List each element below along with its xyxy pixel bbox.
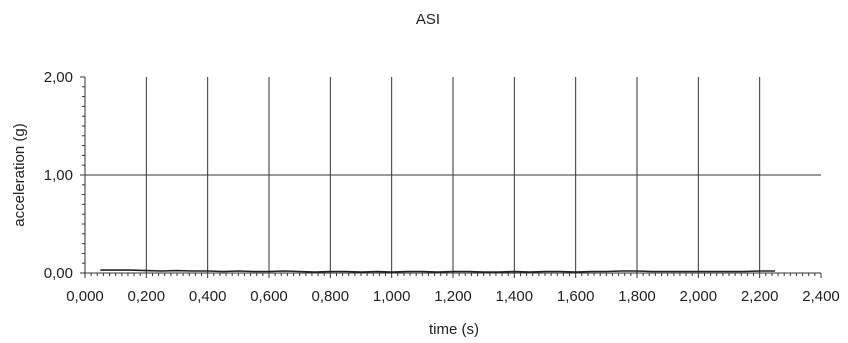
x-axis-label: time (s) bbox=[429, 321, 479, 338]
x-tick-label: 0,800 bbox=[312, 288, 350, 305]
x-tick-label: 1,600 bbox=[557, 288, 595, 305]
x-tick-label: 0,400 bbox=[189, 288, 227, 305]
tick-marks bbox=[80, 76, 822, 278]
x-tick-label: 1,200 bbox=[434, 288, 472, 305]
x-tick-label: 2,400 bbox=[802, 288, 840, 305]
x-tick-label: 1,800 bbox=[618, 288, 656, 305]
series-group bbox=[100, 269, 775, 273]
chart-title: ASI bbox=[416, 11, 440, 28]
tick-labels: 0,000 0,200 0,400 0,600 0,800 1,000 1,200 1,400… bbox=[44, 69, 840, 305]
series-line bbox=[100, 269, 775, 273]
x-tick-label: 0,200 bbox=[128, 288, 166, 305]
x-tick-label: 1,000 bbox=[373, 288, 411, 305]
x-tick-label: 0,600 bbox=[250, 288, 288, 305]
x-tick-label: 0,000 bbox=[66, 288, 104, 305]
grid-lines bbox=[85, 77, 821, 273]
x-tick-label: 1,400 bbox=[496, 288, 534, 305]
y-tick-label: 2,00 bbox=[44, 69, 73, 86]
y-tick-label: 1,00 bbox=[44, 167, 73, 184]
y-axis-label: acceleration (g) bbox=[11, 123, 28, 226]
y-tick-label: 0,00 bbox=[44, 265, 73, 282]
x-tick-label: 2,000 bbox=[680, 288, 718, 305]
x-tick-label: 2,200 bbox=[741, 288, 779, 305]
